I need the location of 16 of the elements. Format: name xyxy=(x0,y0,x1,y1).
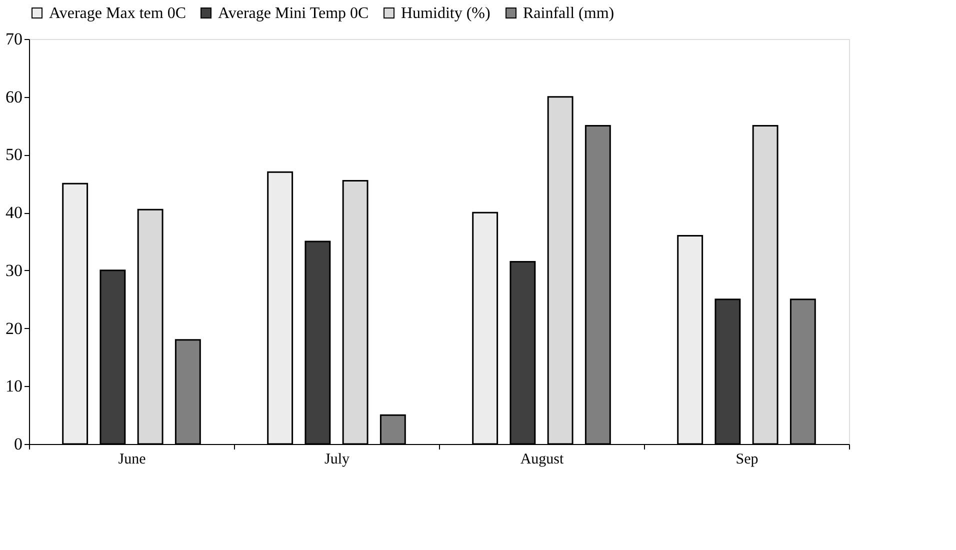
y-tick-label: 50 xyxy=(6,145,22,164)
y-tick-label: 10 xyxy=(6,376,22,396)
y-tick-label: 40 xyxy=(6,203,22,222)
y-tick-label: 0 xyxy=(14,434,22,454)
x-tick-label: Sep xyxy=(736,452,758,468)
legend-label: Humidity (%) xyxy=(401,5,490,22)
x-tick-label: August xyxy=(520,452,564,468)
legend-label: Average Max tem 0C xyxy=(49,5,186,22)
x-tick-label: July xyxy=(324,452,350,468)
y-tick-label: 20 xyxy=(6,318,22,338)
legend-label: Rainfall (mm) xyxy=(523,5,614,22)
x-tick-label: June xyxy=(118,452,146,468)
y-tick-label: 60 xyxy=(6,87,22,106)
y-tick-label: 30 xyxy=(6,260,22,280)
y-tick-label: 70 xyxy=(6,30,22,48)
legend-label: Average Mini Temp 0C xyxy=(218,5,369,22)
